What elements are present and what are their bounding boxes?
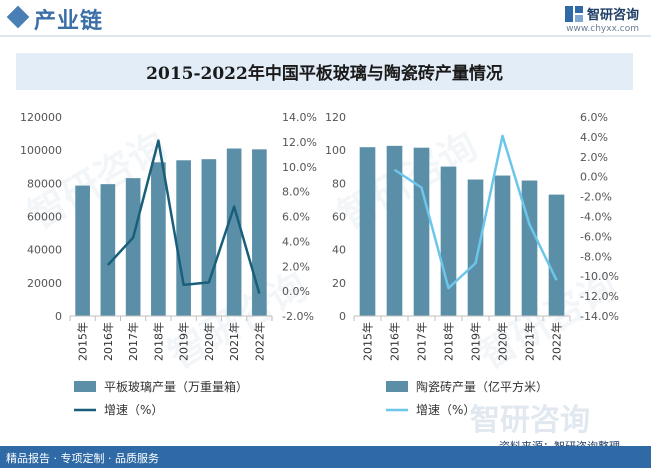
x-tick-label: 2016年 [101,322,115,361]
x-tick-label: 2017年 [415,322,429,361]
y-left-tick-label: 60 [332,211,346,224]
y-left-tick-label: 20 [332,277,346,290]
header: 产业链 智研咨询 www.chyxx.com [0,0,651,38]
y-left-tick-label: 100000 [20,144,62,157]
y-right-tick-label: -8.0% [580,250,612,263]
x-tick-label: 2021年 [227,322,241,361]
bar [176,160,191,316]
bar [521,180,538,316]
x-tick-label: 2018年 [151,322,165,361]
legend-bar-label: 陶瓷砖产量（亿平方米） [416,379,548,394]
bar [386,145,403,316]
chart-title-bar: 2015-2022年中国平板玻璃与陶瓷砖产量情况 [16,53,633,90]
y-right-tick-label: 4.0% [282,235,310,248]
y-right-tick-label: 8.0% [282,186,310,199]
x-tick-label: 2015年 [76,322,90,361]
y-right-tick-label: 2.0% [282,260,310,273]
x-tick-label: 2021年 [523,322,537,361]
legend-bar-swatch [74,381,96,392]
y-right-tick-label: -4.0% [580,211,612,224]
x-tick-label: 2015年 [361,322,375,361]
growth-line [106,139,261,294]
footer: 精品报告 · 专项定制 · 品质服务 [0,446,651,468]
bar [75,185,90,316]
y-right-tick-label: -14.0% [580,310,619,323]
bar [413,147,430,316]
y-right-tick-label: 2.0% [580,151,608,164]
y-right-tick-label: -6.0% [580,230,612,243]
y-left-tick-label: 80 [332,177,346,190]
y-right-tick-label: -12.0% [580,290,619,303]
y-left-tick-label: 60000 [27,211,62,224]
watermark: 智研咨询 [470,403,590,438]
bar [467,179,484,316]
x-tick-label: 2018年 [442,322,456,361]
x-tick-label: 2017年 [126,322,140,361]
y-left-tick-label: 100 [325,144,346,157]
bar [440,166,457,316]
y-left-tick-label: 0 [55,310,62,323]
bar [548,194,565,316]
bar [151,162,166,316]
y-left-tick-label: 120 [325,111,346,124]
y-left-tick-label: 0 [339,310,346,323]
legend-line-label: 增速（%） [416,403,475,417]
x-tick-label: 2022年 [550,322,564,361]
page-title: 产业链 [34,9,104,34]
y-right-tick-label: 4.0% [580,131,608,144]
bar [359,147,376,316]
footer-tagline: 精品报告 · 专项定制 · 品质服务 [6,452,159,465]
y-left-tick-label: 40000 [27,244,62,257]
x-tick-label: 2022年 [252,322,266,361]
legend-bar-swatch [386,381,408,392]
y-right-tick-label: 0.0% [282,285,310,298]
legend-bar-label: 平板玻璃产量（万重量箱） [104,379,248,394]
y-left-tick-label: 80000 [27,177,62,190]
y-right-tick-label: 6.0% [580,111,608,124]
bar [252,149,267,316]
y-right-tick-label: -10.0% [580,270,619,283]
y-right-tick-label: 10.0% [282,161,317,174]
logo-icon [564,5,583,22]
y-right-tick-label: -2.0% [580,191,612,204]
y-left-tick-label: 120000 [20,111,62,124]
x-tick-label: 2020年 [202,322,216,361]
y-right-tick-label: -2.0% [282,310,314,323]
y-left-tick-label: 20000 [27,277,62,290]
brand-url: www.chyxx.com [566,24,639,34]
bar [201,159,217,316]
growth-line [393,134,558,290]
legend-line-label: 增速（%） [104,403,163,417]
chart-title: 2015-2022年中国平板玻璃与陶瓷砖产量情况 [146,64,503,84]
x-tick-label: 2020年 [496,322,510,361]
bar [226,148,242,316]
y-left-tick-label: 40 [332,244,346,257]
x-tick-label: 2019年 [177,322,191,361]
header-divider [0,35,651,37]
brand: 智研咨询 www.chyxx.com [564,4,639,34]
x-tick-label: 2016年 [388,322,402,361]
y-right-tick-label: 12.0% [282,136,317,149]
bar [100,184,116,316]
y-right-tick-label: 0.0% [580,171,608,184]
y-right-tick-label: 14.0% [282,111,317,124]
brand-name: 智研咨询 [586,8,639,23]
bar [125,178,141,316]
x-tick-label: 2019年 [469,322,483,361]
bar [494,175,511,316]
y-right-tick-label: 6.0% [282,211,310,224]
